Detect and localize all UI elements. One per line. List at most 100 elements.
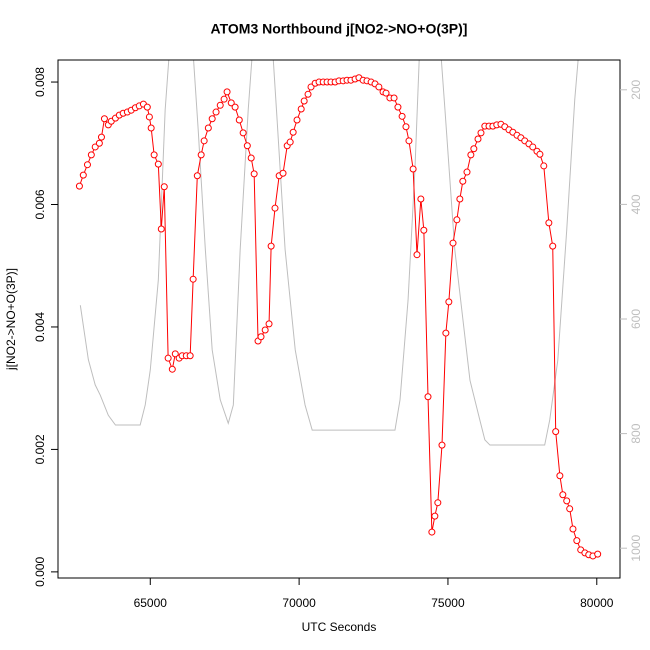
data-point bbox=[300, 97, 308, 105]
data-point bbox=[145, 113, 153, 121]
y-tick-label: 0.004 bbox=[33, 312, 47, 342]
data-point bbox=[223, 88, 231, 96]
data-point bbox=[409, 165, 417, 173]
data-point bbox=[449, 239, 457, 247]
data-point bbox=[212, 108, 220, 116]
data-point bbox=[239, 129, 247, 137]
data-point bbox=[556, 472, 564, 480]
data-point bbox=[186, 352, 194, 360]
data-point bbox=[286, 138, 294, 146]
data-point bbox=[231, 103, 239, 111]
data-point bbox=[160, 183, 168, 191]
data-point bbox=[442, 329, 450, 337]
data-point bbox=[204, 124, 212, 132]
y2-tick-label: 400 bbox=[629, 194, 643, 214]
data-point bbox=[394, 103, 402, 111]
x-axis-label: UTC Seconds bbox=[302, 620, 377, 634]
data-point bbox=[257, 333, 265, 341]
data-point bbox=[552, 428, 560, 436]
x-tick-label: 80000 bbox=[580, 596, 614, 610]
data-point bbox=[453, 216, 461, 224]
data-point bbox=[168, 365, 176, 373]
data-point bbox=[559, 491, 567, 499]
data-point bbox=[289, 128, 297, 136]
data-point bbox=[563, 497, 571, 505]
data-point bbox=[569, 525, 577, 533]
data-point bbox=[545, 219, 553, 227]
data-point bbox=[279, 169, 287, 177]
data-point bbox=[456, 195, 464, 203]
data-point bbox=[247, 154, 255, 162]
data-point bbox=[477, 129, 485, 137]
data-point bbox=[431, 512, 439, 520]
data-point bbox=[200, 137, 208, 145]
data-point bbox=[463, 168, 471, 176]
data-point bbox=[197, 151, 205, 159]
data-point bbox=[261, 326, 269, 334]
data-point bbox=[293, 116, 301, 124]
data-point bbox=[243, 142, 251, 150]
data-point bbox=[540, 162, 548, 170]
data-point bbox=[193, 172, 201, 180]
y-axis-label: j[NO2->NO+O(3P)] bbox=[4, 268, 18, 371]
data-point bbox=[267, 242, 275, 250]
data-point bbox=[100, 115, 108, 123]
data-point bbox=[424, 393, 432, 401]
y-tick-label: 0.006 bbox=[33, 189, 47, 219]
x-tick-label: 70000 bbox=[282, 596, 316, 610]
data-point bbox=[216, 101, 224, 109]
data-point bbox=[304, 90, 312, 98]
data-point bbox=[459, 177, 467, 185]
data-point bbox=[297, 105, 305, 113]
y2-tick-label: 200 bbox=[629, 79, 643, 99]
data-point bbox=[143, 103, 151, 111]
data-point bbox=[154, 160, 162, 168]
data-point bbox=[470, 145, 478, 153]
data-point bbox=[594, 550, 602, 558]
data-point bbox=[220, 95, 228, 103]
data-point bbox=[398, 112, 406, 120]
data-point bbox=[83, 161, 91, 169]
data-point bbox=[227, 99, 235, 107]
y2-tick-label: 1000 bbox=[629, 535, 643, 562]
data-point bbox=[428, 528, 436, 536]
data-point bbox=[549, 242, 557, 250]
y-tick-label: 0.000 bbox=[33, 557, 47, 587]
data-point bbox=[405, 137, 413, 145]
data-point bbox=[390, 94, 398, 102]
plot-area bbox=[79, 60, 579, 446]
data-point bbox=[536, 150, 544, 158]
data-point bbox=[413, 251, 421, 259]
data-point bbox=[235, 116, 243, 124]
data-point bbox=[271, 204, 279, 212]
data-point bbox=[529, 143, 537, 151]
data-point bbox=[189, 275, 197, 283]
data-point bbox=[265, 320, 273, 328]
data-point bbox=[97, 133, 105, 141]
data-point bbox=[79, 171, 87, 179]
data-point bbox=[573, 537, 581, 545]
data-point bbox=[75, 182, 83, 190]
data-point bbox=[474, 135, 482, 143]
x-tick-label: 75000 bbox=[431, 596, 465, 610]
chart-title: ATOM3 Northbound j[NO2->NO+O(3P)] bbox=[211, 21, 468, 37]
y2-tick-label: 800 bbox=[629, 423, 643, 443]
data-point bbox=[445, 298, 453, 306]
data-point bbox=[250, 170, 258, 178]
data-point bbox=[164, 354, 172, 362]
data-point bbox=[171, 350, 179, 358]
data-point bbox=[87, 151, 95, 159]
data-line bbox=[79, 60, 579, 446]
data-point bbox=[402, 123, 410, 131]
data-point bbox=[147, 124, 155, 132]
x-tick-label: 65000 bbox=[134, 596, 168, 610]
data-point bbox=[157, 225, 165, 233]
y2-tick-label: 600 bbox=[629, 309, 643, 329]
y-tick-label: 0.002 bbox=[33, 434, 47, 464]
data-point bbox=[208, 115, 216, 123]
data-point bbox=[438, 441, 446, 449]
data-point bbox=[566, 505, 574, 513]
